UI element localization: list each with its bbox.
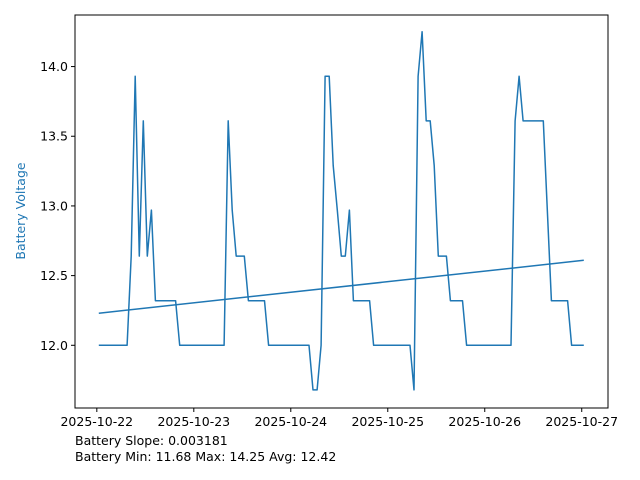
battery-slope-annotation: Battery Slope: 0.003181 [75,433,228,448]
x-tick-label: 2025-10-24 [254,414,327,429]
y-tick-label: 14.0 [40,59,68,74]
x-tick-label: 2025-10-27 [545,414,618,429]
y-tick-label: 13.5 [40,129,68,144]
y-tick-label: 12.0 [40,338,68,353]
battery-stats-annotation: Battery Min: 11.68 Max: 14.25 Avg: 12.42 [75,449,337,464]
y-tick-label: 12.5 [40,268,68,283]
y-axis-label: Battery Voltage [13,162,28,259]
plot-frame [74,14,609,409]
x-tick-label: 2025-10-23 [157,414,230,429]
trend-line [98,259,584,314]
x-tick-label: 2025-10-25 [351,414,424,429]
x-tick-label: 2025-10-22 [60,414,133,429]
x-tick-label: 2025-10-26 [448,414,521,429]
voltage-series-line [98,30,584,391]
y-tick-label: 13.0 [40,198,68,213]
